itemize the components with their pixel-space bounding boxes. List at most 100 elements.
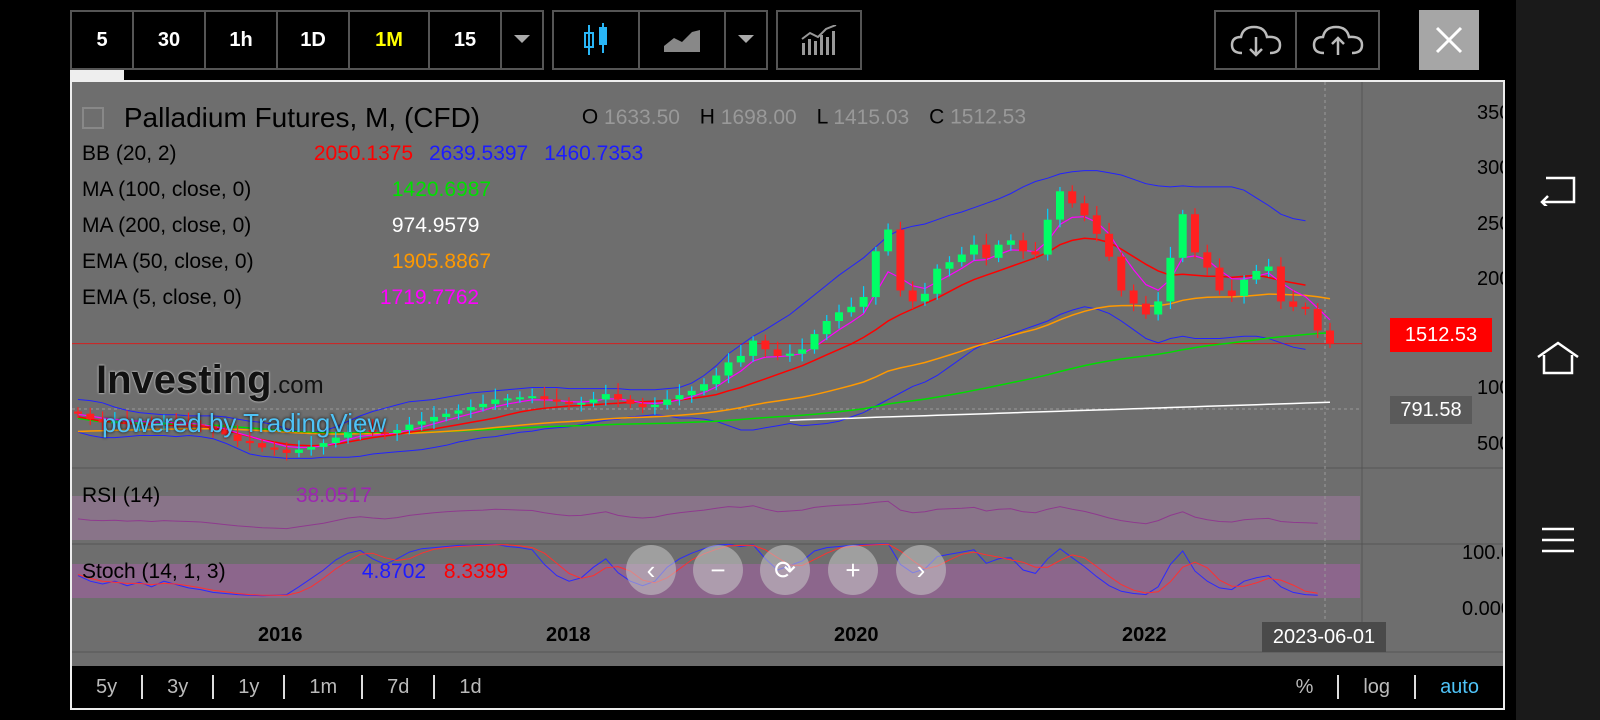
crosshair-price-badge: 791.58 bbox=[1390, 396, 1472, 424]
scroll-right-button[interactable]: › bbox=[896, 545, 946, 595]
bb-middle-value: 2050.1375 bbox=[313, 142, 414, 165]
candlestick-chart-button[interactable] bbox=[554, 12, 640, 68]
stoch-k-value: 4.8702 bbox=[361, 560, 427, 583]
candle-body bbox=[773, 349, 782, 356]
candle-body bbox=[749, 340, 758, 356]
ma200-legend: MA (200, close, 0) 974.9579 bbox=[82, 214, 479, 238]
timeframe-dropdown[interactable] bbox=[502, 12, 542, 68]
indicators-button[interactable] bbox=[778, 12, 860, 68]
candle-body bbox=[123, 421, 132, 424]
range-5y[interactable]: 5y bbox=[72, 675, 144, 699]
reset-button[interactable]: ⟳ bbox=[760, 545, 810, 595]
timeframe-5[interactable]: 5 bbox=[72, 12, 134, 68]
range-7d[interactable]: 7d bbox=[363, 675, 436, 699]
candle-body bbox=[650, 404, 659, 408]
timeframe-1m[interactable]: 1M bbox=[350, 12, 430, 68]
candle-body bbox=[761, 340, 770, 350]
area-chart-button[interactable] bbox=[640, 12, 726, 68]
candle-body bbox=[565, 401, 573, 404]
candle-body bbox=[282, 449, 291, 453]
ohlc-close: 1512.53 bbox=[950, 105, 1027, 129]
collapse-legend-icon[interactable] bbox=[82, 107, 104, 129]
candle-body bbox=[1240, 279, 1249, 296]
back-button[interactable] bbox=[1536, 167, 1580, 211]
time-tick: 2020 bbox=[834, 624, 879, 646]
candle-body bbox=[1092, 215, 1101, 234]
area-chart-icon bbox=[664, 30, 700, 52]
candle-body bbox=[307, 446, 316, 450]
candle-body bbox=[970, 244, 978, 255]
timeframe-30[interactable]: 30 bbox=[134, 12, 206, 68]
time-tick: 2016 bbox=[258, 624, 303, 646]
candle-body bbox=[110, 421, 119, 424]
candle-body bbox=[663, 399, 672, 405]
time-tick: 2022 bbox=[1122, 624, 1167, 646]
ma100-label: MA (100, close, 0) bbox=[82, 178, 252, 201]
investing-brand: Investing bbox=[96, 358, 272, 402]
candle-body bbox=[1154, 301, 1163, 315]
close-icon bbox=[1435, 26, 1463, 54]
rsi-band bbox=[72, 496, 1360, 540]
timeframe-1d[interactable]: 1D bbox=[278, 12, 350, 68]
log-toggle[interactable]: log bbox=[1339, 675, 1417, 699]
timeframe-1h[interactable]: 1h bbox=[206, 12, 278, 68]
candle-body bbox=[270, 447, 279, 450]
chevron-right-icon: › bbox=[916, 554, 926, 585]
chart-area[interactable]: Palladium Futures, M, (CFD) O 1633.50 H … bbox=[70, 80, 1505, 710]
candle-body bbox=[638, 403, 647, 408]
oscillator-tick: 100.0000 bbox=[1462, 542, 1503, 564]
ma200-label: MA (200, close, 0) bbox=[82, 214, 252, 237]
chart-type-group bbox=[552, 10, 768, 70]
ema50-value: 1905.8867 bbox=[391, 250, 492, 273]
candle-body bbox=[86, 413, 95, 420]
ma100-legend: MA (100, close, 0) 1420.6987 bbox=[82, 178, 491, 202]
range-1d[interactable]: 1d bbox=[459, 676, 482, 698]
candle-body bbox=[135, 422, 144, 425]
candle-body bbox=[331, 437, 340, 444]
timeframe-15[interactable]: 15 bbox=[430, 12, 502, 68]
cloud-download-button[interactable] bbox=[1216, 12, 1298, 68]
chevron-down-icon bbox=[514, 35, 530, 43]
zoom-in-button[interactable]: + bbox=[828, 545, 878, 595]
chevron-down-icon bbox=[738, 35, 754, 43]
candle-body bbox=[908, 290, 917, 302]
candle-body bbox=[172, 422, 181, 425]
range-1m[interactable]: 1m bbox=[285, 675, 364, 699]
chart-type-dropdown[interactable] bbox=[726, 12, 766, 68]
candle-body bbox=[810, 334, 819, 350]
scroll-left-button[interactable]: ‹ bbox=[626, 545, 676, 595]
candle-body bbox=[1289, 301, 1298, 307]
minus-icon: − bbox=[710, 554, 726, 585]
menu-button[interactable] bbox=[1536, 518, 1580, 562]
chart-canvas[interactable] bbox=[72, 82, 1503, 708]
candle-body bbox=[466, 407, 475, 411]
candle-body bbox=[184, 423, 193, 426]
home-button[interactable] bbox=[1536, 337, 1580, 381]
candle-body bbox=[540, 396, 549, 400]
menu-icon bbox=[1542, 527, 1574, 553]
price-tick: 1000.00 bbox=[1477, 377, 1503, 399]
candle-body bbox=[626, 399, 635, 404]
candle-body bbox=[601, 394, 610, 400]
home-icon bbox=[1537, 341, 1579, 375]
last-price-badge: 1512.53 bbox=[1390, 318, 1492, 352]
candle-body bbox=[159, 422, 168, 425]
back-icon bbox=[1540, 176, 1576, 206]
percent-toggle[interactable]: % bbox=[1272, 675, 1340, 699]
range-3y[interactable]: 3y bbox=[143, 675, 215, 699]
range-bar: 5y 3y 1y 1m 7d 1d % log auto bbox=[72, 666, 1503, 708]
ohlc-high: 1698.00 bbox=[720, 105, 797, 129]
candle-body bbox=[258, 443, 267, 448]
chart-handle[interactable] bbox=[70, 70, 124, 80]
bb-lower-value: 1460.7353 bbox=[544, 142, 644, 165]
candle-body bbox=[724, 362, 733, 376]
cloud-upload-button[interactable] bbox=[1297, 12, 1378, 68]
ema5-label: EMA (5, close, 0) bbox=[82, 286, 242, 309]
zoom-out-button[interactable]: − bbox=[693, 545, 743, 595]
ema5-legend: EMA (5, close, 0) 1719.7762 bbox=[82, 286, 479, 310]
range-1y[interactable]: 1y bbox=[214, 675, 286, 699]
candle-body bbox=[319, 443, 328, 447]
auto-toggle[interactable]: auto bbox=[1440, 676, 1479, 698]
stoch-legend: Stoch (14, 1, 3) 4.8702 8.3399 bbox=[82, 560, 508, 584]
close-button[interactable] bbox=[1419, 10, 1479, 70]
